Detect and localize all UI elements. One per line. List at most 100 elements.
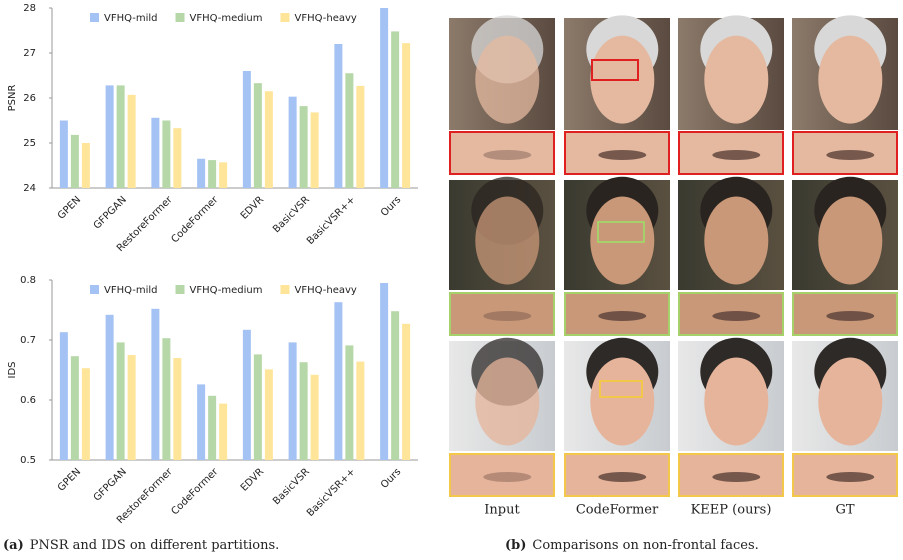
bar: [162, 338, 170, 460]
bar: [117, 85, 125, 188]
face: [590, 358, 654, 446]
bar: [311, 112, 319, 188]
bar: [254, 83, 262, 188]
y-axis-label: PSNR: [7, 85, 18, 112]
bar: [162, 121, 170, 189]
caption-text: PNSR and IDS on different partitions.: [30, 538, 280, 553]
caption-b: (b)Comparisons on non-frontal faces.: [505, 538, 759, 553]
y-tick-label: 0.7: [20, 335, 36, 346]
bar: [243, 330, 251, 460]
eye: [483, 311, 531, 321]
bar: [106, 85, 114, 188]
bar: [356, 86, 364, 188]
figure-canvas: InputCodeFormerKEEP (ours)GT (a)PNSR and…: [0, 0, 903, 560]
legend-swatch: [176, 285, 185, 294]
bar: [345, 345, 353, 460]
legend-swatch: [90, 285, 99, 294]
y-tick-label: 26: [23, 93, 36, 104]
y-tick-label: 27: [23, 48, 36, 59]
x-tick-label: BasicVSR++: [305, 194, 358, 247]
face: [818, 36, 882, 124]
bar: [128, 95, 136, 188]
bar: [128, 355, 136, 460]
bar: [402, 324, 410, 460]
eye: [712, 311, 760, 321]
eye: [826, 150, 874, 160]
eye: [712, 472, 760, 482]
y-axis-label: IDS: [7, 362, 18, 379]
legend-label: VFHQ-heavy: [294, 13, 356, 24]
x-tick-label: GFPGAN: [92, 194, 129, 231]
bar: [173, 358, 181, 460]
bar: [173, 128, 181, 188]
column-label: KEEP (ours): [691, 503, 772, 518]
bar: [334, 44, 342, 188]
eye: [598, 150, 646, 160]
bar: [345, 73, 353, 188]
figure: InputCodeFormerKEEP (ours)GT (a)PNSR and…: [0, 0, 903, 560]
bar: [391, 311, 399, 460]
bar: [265, 369, 273, 460]
y-tick-label: 0.8: [20, 275, 36, 286]
legend-label: VFHQ-heavy: [294, 285, 356, 296]
bar: [151, 309, 159, 460]
bar: [289, 97, 297, 188]
bar: [311, 375, 319, 460]
x-tick-label: CodeFormer: [169, 194, 221, 246]
bar: [356, 362, 364, 460]
bar: [60, 121, 68, 189]
face: [704, 197, 768, 285]
x-tick-label: BasicVSR: [271, 466, 312, 507]
x-tick-label: EDVR: [239, 194, 266, 221]
legend-swatch: [280, 13, 289, 22]
y-tick-label: 25: [23, 138, 36, 149]
bar: [265, 91, 273, 188]
bar: [82, 143, 90, 188]
bar: [60, 332, 68, 460]
y-tick-label: 28: [23, 3, 36, 14]
bar: [219, 404, 227, 460]
x-tick-label: Ours: [379, 194, 403, 218]
face: [704, 36, 768, 124]
x-tick-label: BasicVSR: [271, 194, 312, 235]
face: [475, 197, 539, 285]
x-tick-label: GFPGAN: [92, 466, 129, 503]
bar: [117, 342, 125, 460]
eye: [598, 311, 646, 321]
bar: [380, 283, 388, 460]
bar: [380, 8, 388, 188]
bar: [243, 71, 251, 188]
y-tick-label: 0.6: [20, 395, 36, 406]
bar: [300, 362, 308, 460]
eye: [483, 150, 531, 160]
eye: [598, 472, 646, 482]
eye: [826, 472, 874, 482]
caption-text: Comparisons on non-frontal faces.: [532, 538, 758, 553]
face: [475, 36, 539, 124]
x-tick-label: CodeFormer: [169, 466, 221, 518]
legend-swatch: [176, 13, 185, 22]
column-label: GT: [835, 503, 854, 518]
legend-label: VFHQ-medium: [190, 285, 263, 296]
x-tick-label: GPEN: [56, 466, 83, 493]
bar: [106, 315, 114, 460]
eye: [712, 150, 760, 160]
bar: [208, 160, 216, 188]
bar: [208, 396, 216, 460]
bar: [219, 162, 227, 188]
x-tick-label: GPEN: [56, 194, 83, 221]
x-tick-label: Ours: [379, 466, 403, 490]
y-tick-label: 0.5: [20, 455, 36, 466]
y-tick-label: 24: [23, 183, 36, 194]
bar: [71, 135, 79, 188]
x-tick-label: BasicVSR++: [305, 466, 358, 519]
eye: [483, 472, 531, 482]
bar: [334, 302, 342, 460]
legend-swatch: [90, 13, 99, 22]
face: [704, 358, 768, 446]
bar: [254, 354, 262, 460]
bar: [391, 31, 399, 188]
face: [818, 197, 882, 285]
bar: [289, 342, 297, 460]
